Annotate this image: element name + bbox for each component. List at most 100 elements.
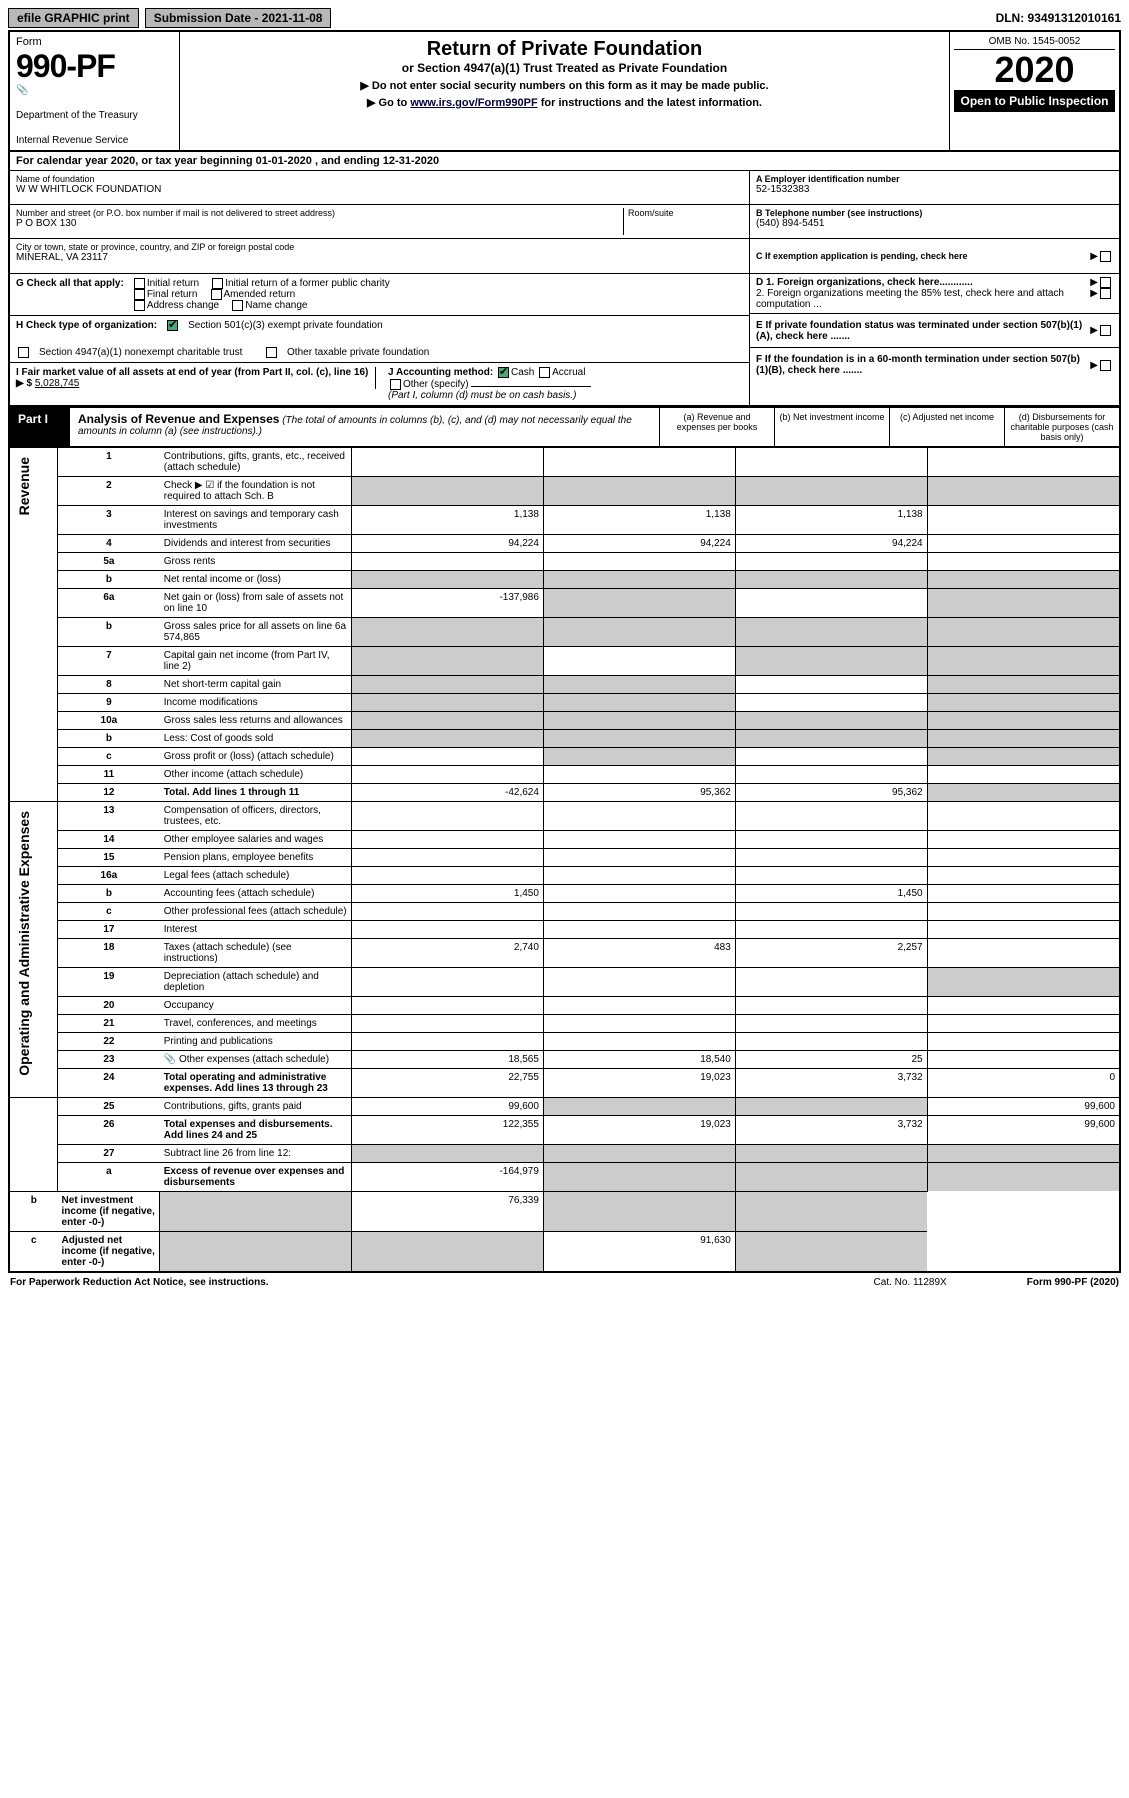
efile-button[interactable]: efile GRAPHIC print [8, 8, 139, 28]
info-grid: Name of foundation W W WHITLOCK FOUNDATI… [10, 171, 1119, 274]
col-a-value [352, 617, 544, 646]
col-c-value [735, 801, 927, 830]
arrow-icon: ▶ [1090, 325, 1098, 336]
initial-return-checkbox[interactable] [134, 278, 145, 289]
d-cell: D 1. Foreign organizations, check here..… [750, 274, 1119, 314]
tax-year: 2020 [954, 52, 1115, 88]
f-checkbox[interactable] [1100, 360, 1111, 371]
irs-link[interactable]: www.irs.gov/Form990PF [410, 97, 537, 109]
line-description: Pension plans, employee benefits [160, 848, 352, 866]
initial-former-checkbox[interactable] [212, 278, 223, 289]
col-c-header: (c) Adjusted net income [889, 408, 1004, 446]
col-d-value: 99,600 [927, 1097, 1119, 1115]
table-row: 6aNet gain or (loss) from sale of assets… [10, 588, 1119, 617]
table-row: 7Capital gain net income (from Part IV, … [10, 646, 1119, 675]
col-a-value [160, 1231, 352, 1271]
irs-label: Internal Revenue Service [16, 135, 173, 146]
d1-checkbox[interactable] [1100, 277, 1111, 288]
table-row: aExcess of revenue over expenses and dis… [10, 1162, 1119, 1191]
submission-date-button[interactable]: Submission Date - 2021-11-08 [145, 8, 332, 28]
table-row: 21Travel, conferences, and meetings [10, 1014, 1119, 1032]
h-label: H Check type of organization: [16, 320, 157, 331]
address-change-checkbox[interactable] [134, 300, 145, 311]
col-a-value: 2,740 [352, 938, 544, 967]
table-row: 26Total expenses and disbursements. Add … [10, 1115, 1119, 1144]
info-left: Name of foundation W W WHITLOCK FOUNDATI… [10, 171, 749, 273]
501c3-checkbox[interactable] [167, 320, 178, 331]
foundation-name-cell: Name of foundation W W WHITLOCK FOUNDATI… [10, 171, 749, 205]
checks-right: D 1. Foreign organizations, check here..… [749, 274, 1119, 405]
col-c-value [735, 747, 927, 765]
line-description: Contributions, gifts, grants, etc., rece… [160, 447, 352, 476]
exemption-checkbox[interactable] [1100, 251, 1111, 262]
col-d-value [927, 830, 1119, 848]
line-number: 23 [58, 1050, 160, 1068]
col-a-value [352, 765, 544, 783]
col-c-value [735, 646, 927, 675]
line-number: 15 [58, 848, 160, 866]
col-a-value [352, 830, 544, 848]
info-right: A Employer identification number 52-1532… [749, 171, 1119, 273]
attachment-icon[interactable]: 📎 [164, 1054, 176, 1065]
accrual-checkbox[interactable] [539, 367, 550, 378]
col-b-value: 94,224 [543, 534, 735, 552]
line-number: 8 [58, 675, 160, 693]
other-acct-checkbox[interactable] [390, 379, 401, 390]
col-c-value [735, 570, 927, 588]
4947-checkbox[interactable] [18, 347, 29, 358]
line-description: Less: Cost of goods sold [160, 729, 352, 747]
line-number: 16a [58, 866, 160, 884]
line-number: 3 [58, 505, 160, 534]
table-row: 27Subtract line 26 from line 12: [10, 1144, 1119, 1162]
line-number: 22 [58, 1032, 160, 1050]
name-change-checkbox[interactable] [232, 300, 243, 311]
table-row: 12Total. Add lines 1 through 11-42,62495… [10, 783, 1119, 801]
col-a-value [352, 711, 544, 729]
line-description: Check ▶ ☑ if the foundation is not requi… [160, 476, 352, 505]
table-row: 3Interest on savings and temporary cash … [10, 505, 1119, 534]
col-c-value [735, 447, 927, 476]
opex-side-label: Operating and Administrative Expenses [14, 805, 34, 1082]
arrow-icon: ▶ [1090, 288, 1098, 299]
line-number: 1 [58, 447, 160, 476]
line-number: a [58, 1162, 160, 1191]
line-number: b [58, 729, 160, 747]
col-d-value [927, 646, 1119, 675]
amended-return-checkbox[interactable] [211, 289, 222, 300]
open-to-public: Open to Public Inspection [954, 90, 1115, 112]
pdf-icon: 📎 [16, 85, 173, 96]
table-row: Operating and Administrative Expenses13C… [10, 801, 1119, 830]
line-description: Legal fees (attach schedule) [160, 866, 352, 884]
f-label: F If the foundation is in a 60-month ter… [756, 354, 1090, 376]
col-c-value: 1,138 [735, 505, 927, 534]
final-return-checkbox[interactable] [134, 289, 145, 300]
other-taxable-checkbox[interactable] [266, 347, 277, 358]
table-row: cOther professional fees (attach schedul… [10, 902, 1119, 920]
col-c-value: 94,224 [735, 534, 927, 552]
col-d-value [927, 729, 1119, 747]
col-c-value [735, 729, 927, 747]
col-d-value [927, 801, 1119, 830]
col-a-value [352, 747, 544, 765]
line-description: Printing and publications [160, 1032, 352, 1050]
line-number: c [58, 747, 160, 765]
arrow-icon: ▶ [1090, 277, 1098, 288]
col-d-value [927, 848, 1119, 866]
d2-checkbox[interactable] [1100, 288, 1111, 299]
line-number: b [10, 1191, 58, 1231]
e-checkbox[interactable] [1100, 325, 1111, 336]
header-center: Return of Private Foundation or Section … [180, 32, 949, 150]
h-opt-3: Other taxable private foundation [287, 347, 429, 358]
col-b-value [543, 884, 735, 902]
col-b-value: 18,540 [543, 1050, 735, 1068]
cash-checkbox[interactable] [498, 367, 509, 378]
line-description: Total. Add lines 1 through 11 [160, 783, 352, 801]
line-description: Interest on savings and temporary cash i… [160, 505, 352, 534]
line-number: 21 [58, 1014, 160, 1032]
line-description: Interest [160, 920, 352, 938]
line-description: Gross sales less returns and allowances [160, 711, 352, 729]
col-a-value [352, 801, 544, 830]
table-row: 9Income modifications [10, 693, 1119, 711]
table-row: bNet investment income (if negative, ent… [10, 1191, 1119, 1231]
col-b-value [543, 1144, 735, 1162]
